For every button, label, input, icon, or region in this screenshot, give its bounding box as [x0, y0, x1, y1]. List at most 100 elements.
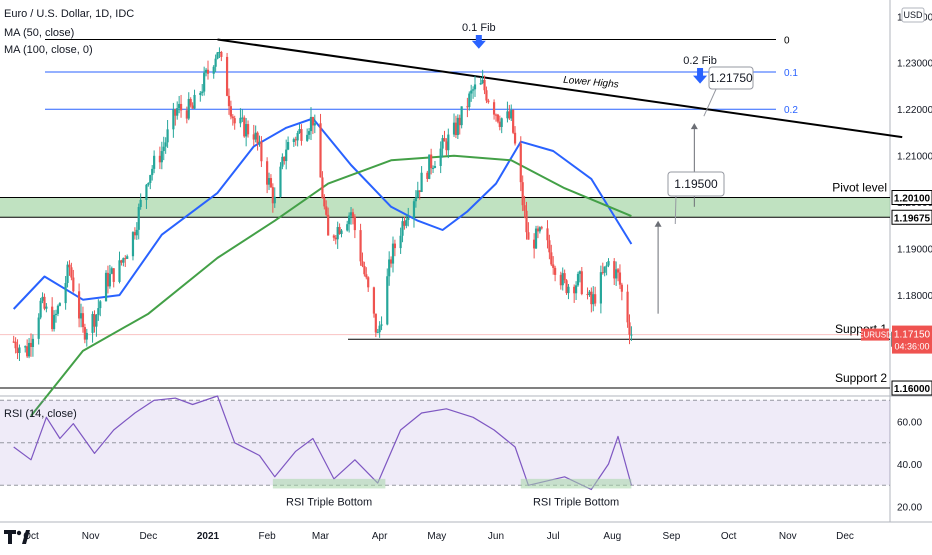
currency-badge: [901, 7, 925, 23]
candle: [16, 339, 19, 360]
candle: [378, 321, 381, 338]
candle: [605, 262, 608, 276]
candle-body: [550, 252, 553, 265]
candle-body: [97, 308, 100, 315]
candle: [443, 130, 446, 142]
level-tag-box-3: [891, 380, 932, 396]
candle-body: [191, 105, 194, 109]
candle-body: [43, 296, 46, 309]
candle-body: [616, 269, 620, 273]
candle: [258, 135, 261, 147]
candle-body: [496, 114, 499, 122]
candle: [66, 261, 69, 288]
candle-body: [523, 205, 526, 211]
candle-body: [393, 243, 397, 249]
candle-body: [26, 346, 29, 357]
candle: [191, 102, 194, 109]
candle-body: [68, 264, 71, 268]
candle-body: [433, 165, 437, 168]
time-tick-label: Sep: [663, 531, 681, 542]
candle: [466, 97, 469, 118]
candle: [389, 256, 393, 268]
candle: [498, 115, 501, 131]
candle-body: [85, 332, 88, 340]
candle-body: [41, 296, 44, 301]
candle: [550, 244, 553, 267]
candle-body: [578, 271, 582, 274]
candle: [353, 214, 356, 239]
candle: [164, 137, 167, 154]
candle: [241, 109, 244, 123]
ma100-legend: MA (100, close, 0): [4, 44, 93, 56]
candle-body: [508, 111, 511, 119]
candle-body: [91, 314, 94, 333]
time-tick-label: Nov: [779, 531, 797, 542]
candle: [325, 200, 328, 217]
price-tick-label: 1.19000: [897, 245, 932, 256]
candle-body: [296, 132, 299, 141]
candle: [158, 146, 162, 170]
candle: [79, 303, 83, 328]
candle-body: [540, 227, 543, 229]
candle-body: [267, 178, 271, 185]
time-tick-label: Jun: [488, 531, 504, 542]
candle-body: [164, 142, 167, 147]
candle: [206, 60, 210, 80]
candle: [179, 94, 183, 118]
candle: [588, 289, 591, 297]
candle-body: [279, 166, 282, 197]
candle-body: [471, 89, 475, 91]
candle: [492, 99, 496, 120]
candle: [160, 141, 163, 170]
trendline: [217, 38, 903, 139]
candle: [573, 284, 576, 303]
candle-body: [536, 228, 540, 232]
candle: [616, 267, 620, 282]
candle-body: [445, 141, 448, 151]
price-tick-label: 1.22000: [897, 105, 932, 116]
candle: [630, 326, 633, 341]
candle: [267, 172, 271, 191]
candle: [567, 283, 570, 300]
candle-body: [110, 268, 113, 274]
candle-body: [252, 134, 255, 140]
candle-body: [137, 207, 140, 230]
price-tick-label: 1.23000: [897, 59, 932, 70]
candle-body: [414, 197, 417, 202]
candle: [376, 328, 379, 334]
candle: [510, 104, 513, 122]
candle: [494, 113, 498, 122]
candle: [487, 98, 490, 104]
time-tick-label: 2021: [197, 531, 220, 542]
candle-body: [122, 258, 125, 263]
candle-body: [336, 227, 339, 240]
candle: [246, 120, 250, 138]
candle-body: [29, 342, 33, 347]
candle: [245, 118, 248, 147]
candle-body: [95, 314, 98, 327]
candle: [298, 124, 301, 134]
candle-body: [256, 132, 259, 144]
candle: [546, 220, 549, 249]
candle-body: [479, 82, 482, 85]
candle: [135, 222, 138, 240]
candle: [359, 223, 362, 266]
time-tick-label: Jul: [547, 531, 560, 542]
chart-symbol-title: Euro / U.S. Dollar, 1D, IDC: [4, 8, 135, 20]
candle-body: [615, 269, 618, 279]
candle-body: [120, 260, 123, 263]
trendline-label: Lower Highs: [563, 75, 619, 91]
candle-body: [79, 313, 83, 319]
candle-body: [378, 325, 381, 333]
time-tick-label: Dec: [836, 531, 854, 542]
candle: [58, 302, 61, 307]
candle-body: [285, 149, 288, 162]
candle-body: [45, 306, 48, 309]
candle-body: [176, 108, 179, 116]
candle-body: [458, 117, 461, 126]
candle: [393, 239, 397, 257]
candle-body: [187, 98, 190, 119]
callout-box-3: [708, 66, 754, 90]
candle-body: [473, 84, 477, 90]
